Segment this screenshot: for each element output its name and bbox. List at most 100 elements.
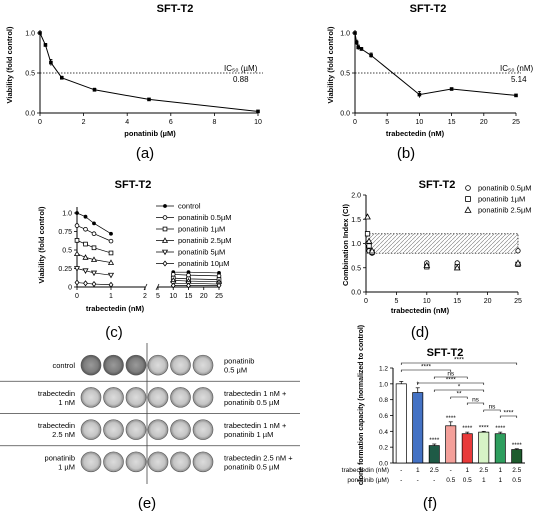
left-condition-label: control bbox=[52, 361, 75, 370]
right-condition-label: trabectedin 1 nM + bbox=[224, 421, 287, 430]
culture-well bbox=[170, 451, 191, 473]
data-point bbox=[366, 243, 372, 249]
data-point bbox=[83, 214, 88, 219]
x-tick-label: 5 bbox=[385, 119, 389, 126]
x-tick-label: 8 bbox=[212, 119, 216, 126]
panel-b-title: SFT-T2 bbox=[410, 3, 447, 15]
right-condition-label: ponatinib 0.5 µM bbox=[224, 462, 280, 471]
left-condition-label: trabectedin bbox=[38, 421, 75, 430]
trabectedin-dose-label: - bbox=[400, 467, 402, 474]
panel-c-ylabel: Viability (fold control) bbox=[37, 206, 46, 283]
panel-b-plot: 0 5 10 15 20 25 0.0 0.5 1.0 bbox=[340, 30, 521, 126]
x-tick-label: 2 bbox=[143, 293, 147, 300]
bar bbox=[461, 433, 473, 464]
data-point bbox=[449, 87, 454, 91]
panel-d-plot: 0 5 10 15 20 25 0.0 0.5 1.0 1.5 2.0 ponatinib 0.5µM… bbox=[351, 184, 531, 306]
y-tick-label: 0.25 bbox=[58, 266, 72, 273]
data-point bbox=[356, 45, 361, 50]
x-tick-label: 4 bbox=[125, 119, 129, 126]
data-point bbox=[369, 53, 373, 58]
trabectedin-dose-label: 2.5 bbox=[479, 467, 488, 474]
right-condition-label: ponatinib bbox=[224, 357, 254, 366]
comparison-bracket bbox=[450, 396, 468, 399]
x-tick-label: 5 bbox=[394, 298, 398, 305]
additivity-band bbox=[365, 233, 519, 254]
ponatinib-dose-label: - bbox=[417, 477, 419, 484]
legend-label: ponatinib 1µM bbox=[478, 195, 525, 204]
data-point bbox=[38, 31, 42, 35]
x-tick-label: 0 bbox=[364, 298, 368, 305]
series-line bbox=[76, 253, 112, 263]
panel-b-label: (b) bbox=[397, 145, 415, 162]
culture-well bbox=[125, 354, 147, 376]
legend-marker bbox=[161, 237, 169, 243]
legend-label: ponatinib 5µM bbox=[178, 248, 225, 257]
trabectedin-dose-label: 2.5 bbox=[512, 467, 521, 474]
panel-b-ic50-value: 5.14 bbox=[511, 75, 527, 84]
comparison-bracket bbox=[433, 376, 468, 379]
x-tick-label: 15 bbox=[448, 119, 456, 126]
bar bbox=[445, 425, 457, 464]
data-point bbox=[91, 280, 97, 288]
data-point bbox=[365, 237, 373, 244]
culture-well bbox=[192, 451, 214, 473]
left-condition-label: ponatinib bbox=[45, 453, 75, 462]
culture-well bbox=[192, 354, 214, 376]
culture-well bbox=[103, 419, 124, 440]
bar-significance: **** bbox=[495, 425, 506, 432]
right-condition-label: ponatinib 1 µM bbox=[224, 430, 273, 439]
culture-well bbox=[170, 354, 191, 376]
data-point bbox=[83, 226, 88, 232]
series-line bbox=[76, 268, 112, 276]
data-point bbox=[43, 43, 48, 47]
x-tick-label: 2 bbox=[82, 119, 86, 126]
panel-c-title: SFT-T2 bbox=[115, 179, 152, 191]
panel-e-label: (e) bbox=[138, 495, 156, 512]
data-point bbox=[90, 256, 98, 262]
data-point bbox=[75, 211, 79, 215]
y-tick-label: 1.0 bbox=[340, 31, 350, 38]
panel-c: SFT-T2 0 1 2 5 10 15 20 2500.250.50.751.0contro… bbox=[37, 179, 232, 341]
right-condition-label: 0.5 µM bbox=[224, 366, 247, 375]
y-tick-label: 1.0 bbox=[62, 211, 72, 218]
legend-marker bbox=[162, 226, 168, 232]
series-line bbox=[173, 277, 220, 280]
x-tick-label: 15 bbox=[453, 298, 461, 305]
data-point bbox=[417, 92, 422, 97]
data-point bbox=[514, 259, 522, 266]
row-label-ponatinib: ponatinib (µM) bbox=[347, 477, 389, 484]
culture-well bbox=[147, 451, 169, 473]
row-label-trabectedin: trabectedin (nM) bbox=[342, 467, 389, 474]
x-tick-label: 25 bbox=[514, 298, 522, 305]
comparison-bracket bbox=[400, 369, 452, 372]
culture-well bbox=[80, 451, 102, 473]
data-point bbox=[515, 248, 521, 254]
comparison-significance: **** bbox=[421, 364, 432, 371]
bar-significance: **** bbox=[479, 424, 490, 431]
comparison-significance: ns bbox=[489, 404, 497, 411]
data-point bbox=[82, 268, 89, 274]
data-point bbox=[91, 231, 97, 237]
series-line bbox=[76, 225, 112, 242]
legend-marker bbox=[465, 196, 471, 202]
panel-f-label: (f) bbox=[423, 495, 437, 512]
comparison-bracket bbox=[433, 389, 485, 392]
data-point bbox=[368, 247, 376, 254]
bar bbox=[511, 449, 523, 464]
x-tick-label: 25 bbox=[512, 119, 520, 126]
trabectedin-dose-label: 1 bbox=[498, 467, 502, 474]
y-tick-label: 1.0 bbox=[351, 241, 361, 248]
data-point bbox=[92, 221, 96, 226]
data-point bbox=[186, 272, 191, 278]
bar-significance: **** bbox=[512, 442, 523, 449]
legend-label: ponatinib 0.5µM bbox=[178, 213, 232, 222]
culture-well bbox=[170, 419, 191, 440]
left-condition-label: 1 µM bbox=[58, 462, 75, 471]
y-tick-label: 0.4 bbox=[379, 429, 388, 436]
legend-label: ponatinib 2.5µM bbox=[478, 206, 532, 215]
left-condition-label: 2.5 nM bbox=[52, 430, 75, 439]
axis-break-mark bbox=[155, 283, 160, 291]
x-tick-label: 10 bbox=[423, 298, 431, 305]
comparison-significance: **** bbox=[503, 410, 514, 417]
